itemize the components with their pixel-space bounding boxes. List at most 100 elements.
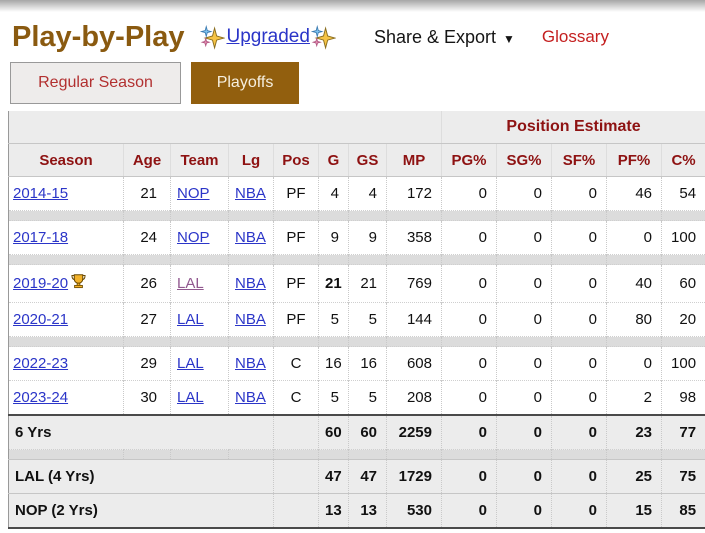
season-link[interactable]: 2022-23 (13, 355, 69, 372)
g-total-cell: 13 (318, 493, 349, 528)
spacer-cell (318, 254, 349, 265)
c-pct-total-cell: 77 (661, 414, 705, 450)
pos-cell: PF (273, 264, 319, 303)
mp-cell: 144 (386, 302, 442, 337)
tab-regular-season[interactable]: Regular Season (10, 62, 181, 104)
league-cell: NBA (228, 346, 274, 381)
league-cell: NBA (228, 176, 274, 211)
spacer-cell (661, 254, 705, 265)
age-cell: 24 (123, 220, 171, 255)
season-link[interactable]: 2014-15 (13, 185, 69, 202)
pg-pct-cell: 0 (441, 220, 497, 255)
sparkles-icon (310, 24, 337, 50)
season-link[interactable]: 2017-18 (13, 229, 69, 246)
col-header-sf-pct[interactable]: SF% (551, 143, 607, 177)
share-export-button[interactable]: Share & Export ▼ (374, 27, 515, 48)
mp-total-cell: 2259 (386, 414, 442, 450)
summary-row: LAL (4 Yrs) 47 47 1729 0 0 0 25 75 (8, 459, 705, 494)
league-cell: NBA (228, 380, 274, 415)
team-link[interactable]: LAL (177, 275, 204, 292)
table-body: 2014-15 21 NOP NBA PF 4 4 172 0 0 0 46 54 2017-18 24 NO… (8, 176, 705, 528)
league-cell: NBA (228, 220, 274, 255)
team-link[interactable]: LAL (177, 311, 204, 328)
tab-bar: Regular Season Playoffs (10, 62, 705, 104)
spacer-cell (228, 449, 274, 460)
spacer-cell (228, 336, 274, 347)
pos-cell: C (273, 346, 319, 381)
col-header-sg-pct[interactable]: SG% (496, 143, 552, 177)
team-link[interactable]: LAL (177, 355, 204, 372)
c-pct-cell: 54 (661, 176, 705, 211)
spacer-cell (123, 336, 171, 347)
team-link[interactable]: NOP (177, 229, 210, 246)
spacer-cell (228, 210, 274, 221)
col-header-c-pct[interactable]: C% (661, 143, 705, 177)
table-row: 2017-18 24 NOP NBA PF 9 9 358 0 0 0 0 100 (8, 220, 705, 255)
league-link[interactable]: NBA (235, 275, 266, 292)
dropdown-caret-icon: ▼ (503, 31, 515, 46)
league-link[interactable]: NBA (235, 229, 266, 246)
league-link[interactable]: NBA (235, 389, 266, 406)
spacer-cell (441, 449, 497, 460)
league-link[interactable]: NBA (235, 355, 266, 372)
group-header-blank (8, 111, 442, 144)
c-pct-cell: 60 (661, 264, 705, 303)
page-header: Play-by-Play Upgraded Share & Export ▼ Gl… (0, 12, 705, 59)
age-cell: 27 (123, 302, 171, 337)
sf-pct-total-cell: 0 (551, 414, 607, 450)
summary-row: NOP (2 Yrs) 13 13 530 0 0 0 15 85 (8, 493, 705, 528)
col-header-team[interactable]: Team (170, 143, 229, 177)
col-header-pg-pct[interactable]: PG% (441, 143, 497, 177)
col-header-age[interactable]: Age (123, 143, 171, 177)
spacer-cell (441, 210, 497, 221)
team-link[interactable]: LAL (177, 389, 204, 406)
g-cell: 16 (318, 346, 349, 381)
pf-pct-cell: 46 (606, 176, 662, 211)
season-cell: 2017-18 (8, 220, 124, 255)
spacer-cell (170, 210, 229, 221)
g-cell: 9 (318, 220, 349, 255)
league-link[interactable]: NBA (235, 185, 266, 202)
league-cell: NBA (228, 264, 274, 303)
season-link[interactable]: 2020-21 (13, 311, 69, 328)
upgraded-link[interactable]: Upgraded (226, 26, 310, 47)
season-link[interactable]: 2023-24 (13, 389, 69, 406)
pf-pct-total-cell: 15 (606, 493, 662, 528)
pg-pct-cell: 0 (441, 264, 497, 303)
gs-cell: 5 (348, 302, 387, 337)
tab-playoffs[interactable]: Playoffs (191, 62, 299, 104)
col-header-g[interactable]: G (318, 143, 349, 177)
column-header-row: Season Age Team Lg Pos G GS MP PG% SG% S… (8, 143, 705, 177)
pg-pct-total-cell: 0 (441, 459, 497, 494)
spacer-cell (551, 336, 607, 347)
mp-total-cell: 530 (386, 493, 442, 528)
spacer-cell (496, 336, 552, 347)
gs-cell: 5 (348, 380, 387, 415)
col-header-gs[interactable]: GS (348, 143, 387, 177)
spacer-cell (348, 449, 387, 460)
league-link[interactable]: NBA (235, 311, 266, 328)
summary-label-cell: LAL (4 Yrs) (8, 459, 274, 494)
gs-total-cell: 13 (348, 493, 387, 528)
col-header-pos[interactable]: Pos (273, 143, 319, 177)
col-header-season[interactable]: Season (8, 143, 124, 177)
spacer-cell (318, 449, 349, 460)
league-cell: NBA (228, 302, 274, 337)
sg-pct-cell: 0 (496, 264, 552, 303)
g-cell: 5 (318, 380, 349, 415)
col-header-pf-pct[interactable]: PF% (606, 143, 662, 177)
spacer-cell (273, 336, 319, 347)
pf-pct-cell: 2 (606, 380, 662, 415)
spacer-cell (273, 210, 319, 221)
c-pct-cell: 100 (661, 346, 705, 381)
col-header-mp[interactable]: MP (386, 143, 442, 177)
pg-pct-total-cell: 0 (441, 414, 497, 450)
col-header-lg[interactable]: Lg (228, 143, 274, 177)
glossary-link[interactable]: Glossary (541, 27, 609, 46)
team-cell: LAL (170, 380, 229, 415)
spacer-cell (8, 449, 124, 460)
team-link[interactable]: NOP (177, 185, 210, 202)
season-link[interactable]: 2019-20 (13, 275, 69, 292)
pg-pct-cell: 0 (441, 346, 497, 381)
spacer-cell (348, 254, 387, 265)
